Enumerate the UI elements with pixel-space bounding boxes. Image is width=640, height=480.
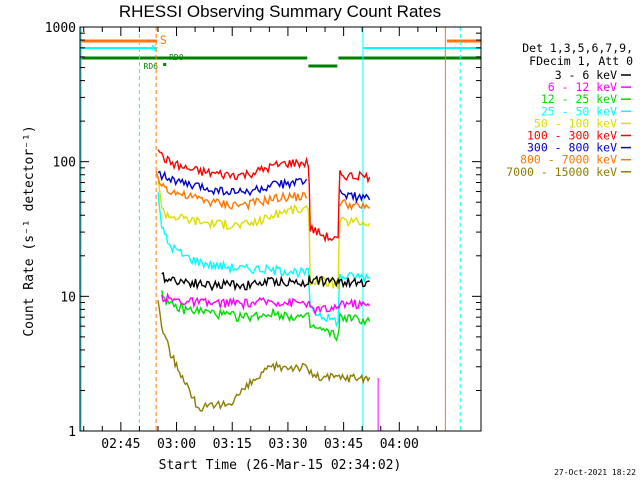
x-tick-label: 02:45	[101, 437, 140, 452]
series-line-segment	[161, 292, 371, 317]
state-marker-rd6	[163, 63, 167, 66]
chart-title: RHESSI Observing Summary Count Rates	[119, 2, 441, 21]
series-300-800-keV-kev	[157, 170, 371, 204]
plot-frame	[79, 26, 482, 432]
x-tick-label: 03:30	[268, 437, 307, 452]
legend-entry-label: 3 - 6 keV	[555, 68, 617, 82]
series-line-segment	[157, 300, 371, 412]
series-layer	[155, 149, 371, 412]
legend-entry-label: 100 - 300 keV	[527, 129, 617, 143]
legend-entry-label: 25 - 50 keV	[541, 104, 617, 118]
legend-entry-label: 7000 - 15000 keV	[506, 165, 617, 179]
series-25-50-keV-kev	[157, 192, 371, 328]
legend-header-line-1: Det 1,3,5,6,7,9,	[522, 41, 633, 55]
state-label-rd6: RD6	[144, 62, 159, 71]
x-tick-label: 03:00	[157, 437, 196, 452]
series-6-12-keV-kev	[161, 292, 371, 317]
legend-entry-label: 300 - 800 keV	[527, 141, 617, 155]
series-7000-15000-keV-kev	[157, 300, 371, 412]
legend-entry-label: 50 - 100 keV	[534, 116, 617, 130]
state-label-s: S	[160, 33, 167, 47]
y-tick-label: 10	[60, 290, 76, 305]
series-line-segment	[161, 271, 370, 292]
legend-entry-label: 800 - 7000 keV	[520, 153, 617, 167]
footer-date: 27-Oct-2021 18:22	[554, 468, 636, 477]
series-12-25-keV-kev	[161, 290, 371, 342]
series-3-6-keV-kev	[161, 271, 370, 292]
series-line-segment	[155, 170, 308, 211]
x-tick-label: 04:00	[380, 437, 419, 452]
state-label-rd0: RD0	[169, 53, 184, 62]
series-line-segment	[161, 290, 371, 342]
legend: Det 1,3,5,6,7,9, FDecim 1, Att 0 3 - 6 k…	[506, 41, 633, 179]
y-axis-label: Count Rate (s⁻¹ detector⁻¹)	[22, 125, 37, 336]
y-tick-label: 1000	[45, 21, 76, 36]
series-line-segment	[157, 149, 371, 244]
legend-entry-label: 12 - 25 keV	[541, 92, 617, 106]
series-line-segment	[339, 199, 371, 211]
series-line-segment	[157, 192, 371, 328]
y-tick-label: 100	[53, 156, 76, 171]
state-label-n: N	[151, 44, 156, 53]
series-800-7000-keV-kev	[155, 170, 371, 211]
axes-layer: 1 10 100 1000 02:45 03:00 03:15 03:30 03:45 04:00	[45, 21, 481, 452]
y-tick-label: 1	[68, 425, 76, 440]
x-tick-label: 03:45	[324, 437, 363, 452]
x-tick-label: 03:15	[213, 437, 252, 452]
series-line-segment	[157, 170, 308, 197]
legend-header-line-2: FDecim 1, Att 0	[529, 54, 633, 68]
series-line-segment	[339, 189, 371, 204]
legend-entry-label: 6 - 12 keV	[548, 80, 617, 94]
instrument-state-layer: SN RD0 RD6	[80, 27, 481, 431]
x-axis-label: Start Time (26-Mar-15 02:34:02)	[159, 458, 402, 473]
series-100-300-keV-kev	[157, 149, 371, 244]
